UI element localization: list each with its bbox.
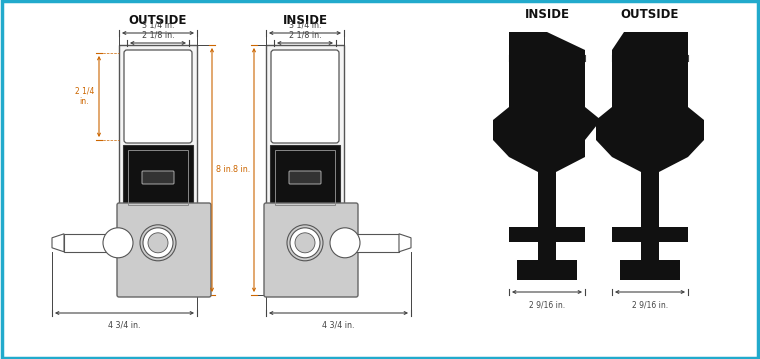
Bar [123,145,193,210]
Bar [275,150,335,205]
Text: 2 1/4
in.: 2 1/4 in. [74,87,94,106]
Text: INSIDE: INSIDE [283,14,328,27]
Bar [344,234,399,252]
Text: 3 1/4 in.: 3 1/4 in. [142,20,174,29]
Circle shape [295,233,315,253]
Bar [270,145,340,210]
Circle shape [103,228,133,258]
Text: INSIDE: INSIDE [524,8,569,20]
Circle shape [148,233,168,253]
Bar [119,205,197,215]
Text: 2 3/8 in.: 2 3/8 in. [635,45,666,54]
Text: 2 1/8 in.: 2 1/8 in. [289,30,321,39]
Circle shape [143,228,173,258]
Text: 3 1/4 in.: 3 1/4 in. [289,20,321,29]
Polygon shape [52,234,64,252]
Text: OUTSIDE: OUTSIDE [128,14,187,27]
Polygon shape [399,234,411,252]
Text: 4 3/4 in.: 4 3/4 in. [108,321,141,330]
Circle shape [140,225,176,261]
Circle shape [330,228,360,258]
Text: 8 in.: 8 in. [216,165,233,174]
Text: 8 in.: 8 in. [233,165,250,174]
FancyBboxPatch shape [117,203,211,297]
Text: OUTSIDE: OUTSIDE [621,8,679,20]
Circle shape [290,228,320,258]
Bar [119,45,197,295]
FancyBboxPatch shape [289,171,321,184]
FancyBboxPatch shape [142,171,174,184]
Circle shape [287,225,323,261]
Polygon shape [493,32,601,280]
Text: 2 9/16 in.: 2 9/16 in. [529,300,565,309]
Bar [266,45,344,295]
Text: 2 3/8 in.: 2 3/8 in. [531,45,562,54]
Polygon shape [596,32,704,280]
Text: 4 3/4 in.: 4 3/4 in. [322,321,355,330]
FancyBboxPatch shape [124,50,192,143]
Text: 2 9/16 in.: 2 9/16 in. [632,300,668,309]
FancyBboxPatch shape [271,50,339,143]
Bar [128,150,188,205]
FancyBboxPatch shape [264,203,358,297]
Bar [64,234,119,252]
Text: 2 1/8 in.: 2 1/8 in. [141,30,174,39]
